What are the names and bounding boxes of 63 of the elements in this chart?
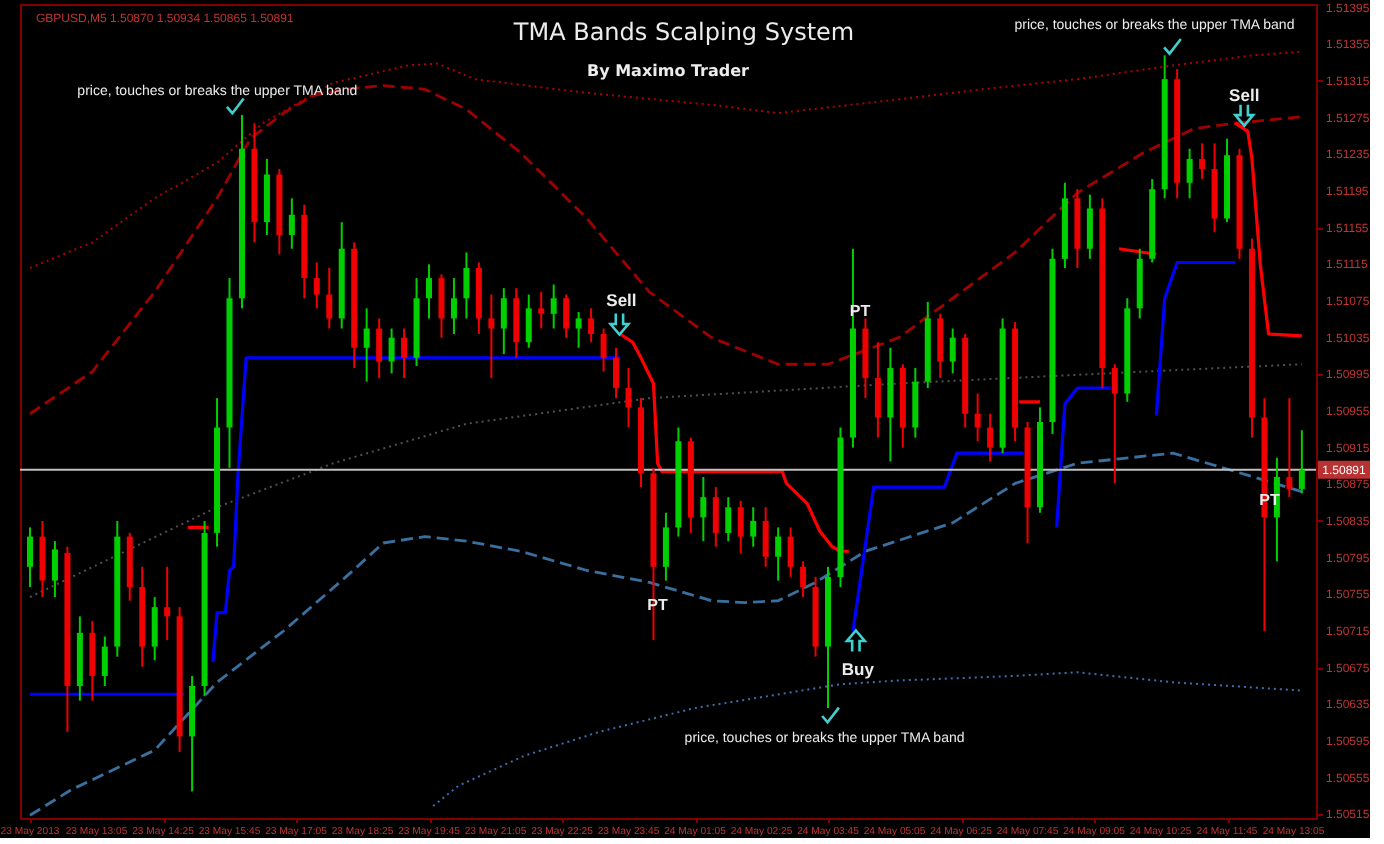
candlestick [463,251,470,320]
candlestick [426,263,433,320]
candlestick [401,327,408,379]
candlestick [800,560,807,599]
candlestick [450,277,457,335]
candlestick [101,635,108,687]
candlestick [874,341,881,439]
candlestick [1111,363,1118,485]
line-series [28,451,1304,817]
candlestick [725,496,732,543]
candlestick [600,327,607,373]
candlestick [39,520,46,599]
candlestick [89,619,96,702]
line-series [28,84,1304,416]
candlestick [164,565,171,642]
candlestick [712,486,719,548]
candlestick [700,476,707,543]
candlestick [625,366,632,429]
candlestick [613,346,620,400]
candlestick [513,287,520,359]
candlestick [563,293,570,339]
candlestick [588,307,595,344]
text: TMA Bands Scalping System [511,18,855,46]
line-series [29,363,1303,599]
candlestick [438,273,445,339]
annotation: Buy [841,659,875,679]
candlestick [912,366,919,439]
candlestick [750,506,757,548]
candlestick [1199,142,1206,181]
candlestick [1186,147,1193,200]
candlestick [500,287,507,356]
annotation: PT [1259,490,1280,509]
candlestick [313,261,320,310]
candlestick [1286,397,1293,499]
candlestick [775,526,782,582]
candlestick [326,267,333,330]
candlestick [550,283,557,330]
candlestick [488,293,495,379]
candlestick [388,327,395,375]
candlestick [937,312,944,379]
line-series [29,50,1303,269]
annotation: Sell [606,290,637,310]
candlestick [737,499,744,555]
candlestick [987,412,994,463]
candlestick [1086,193,1093,260]
candlestick [538,290,545,330]
candlestick [662,511,669,582]
candlestick [151,596,158,662]
annotation: Sell [1229,85,1260,106]
candlestick [27,526,33,588]
candlestick [51,540,58,599]
text: By Maximo Trader [587,62,750,80]
candlestick [949,327,956,375]
candlestick [288,197,295,250]
candlestick [263,157,270,236]
candlestick [376,317,383,379]
candlestick [762,506,769,568]
candlestick [787,526,794,578]
candlestick [363,307,370,383]
candlestick [1298,429,1305,495]
candlestick [974,392,981,443]
candlestick [525,293,532,349]
candlestick [575,311,582,349]
